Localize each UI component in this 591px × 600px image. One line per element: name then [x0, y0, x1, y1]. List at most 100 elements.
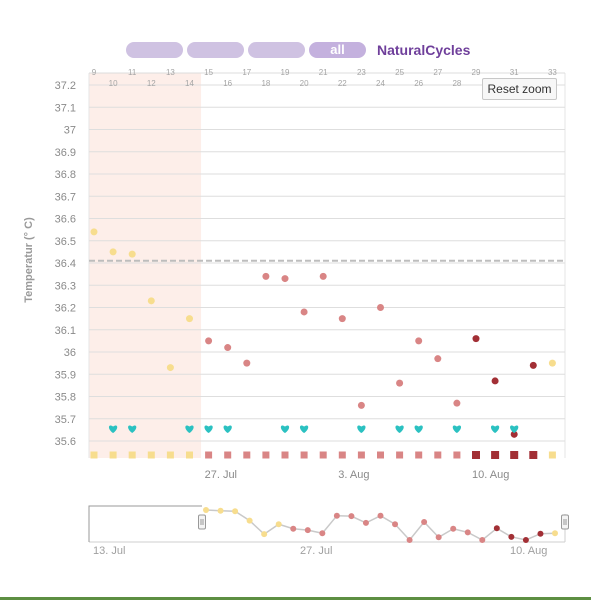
y-tick-label: 36.6 — [55, 214, 76, 226]
navigator-mask-outline — [88, 505, 202, 542]
intercourse-heart-icon — [452, 425, 462, 433]
day-marker — [548, 451, 556, 459]
day-marker — [491, 451, 500, 459]
temperature-point — [319, 272, 327, 280]
day-tick-label: 21 — [319, 68, 328, 77]
navigator-point — [435, 534, 442, 541]
range-button-1[interactable] — [126, 42, 183, 58]
navigator-point — [479, 537, 486, 543]
y-tick-label: 36.1 — [55, 325, 76, 337]
day-marker — [128, 451, 136, 459]
intercourse-heart-icon — [223, 425, 232, 433]
navigator-point — [508, 533, 515, 540]
navigator-point — [275, 521, 282, 528]
day-marker — [90, 451, 98, 459]
day-marker — [415, 451, 423, 459]
intercourse-heart-icon — [510, 425, 519, 433]
day-marker — [434, 451, 442, 459]
x-date-label: 10. Aug — [472, 469, 509, 481]
navigator-point — [203, 507, 209, 513]
day-marker — [109, 451, 117, 459]
day-tick-label: 12 — [147, 79, 156, 88]
intercourse-heart-icon — [299, 425, 309, 433]
day-tick-label: 15 — [204, 68, 213, 77]
day-marker — [262, 451, 270, 459]
y-tick-label: 36.2 — [55, 303, 76, 315]
intercourse-heart-icon — [280, 425, 290, 433]
day-tick-label: 11 — [128, 68, 137, 77]
reset-zoom-button[interactable]: Reset zoom — [482, 78, 557, 100]
day-tick-label: 9 — [92, 68, 97, 77]
navigator-date-label: 13. Jul — [93, 545, 125, 557]
temperature-point — [224, 344, 232, 352]
day-tick-label: 22 — [338, 79, 347, 88]
navigator-point — [319, 530, 326, 537]
y-tick-label: 35.7 — [55, 414, 76, 426]
day-tick-label: 19 — [281, 68, 290, 77]
navigator-point — [290, 525, 297, 532]
brand-logo: NaturalCycles — [377, 42, 471, 58]
temperature-point — [147, 297, 155, 305]
navigator-left-handle[interactable] — [198, 514, 206, 530]
intercourse-heart-icon — [414, 425, 423, 433]
navigator-point — [522, 537, 529, 543]
navigator-point — [493, 525, 500, 532]
temperature-point — [415, 337, 423, 345]
day-tick-label: 18 — [261, 79, 270, 88]
handle-body — [561, 514, 569, 530]
x-date-label: 3. Aug — [338, 469, 369, 481]
fertile-window-shade — [89, 73, 202, 458]
navigator-point — [537, 530, 544, 537]
bottom-border — [0, 597, 591, 600]
navigator-point — [333, 512, 340, 519]
y-tick-label: 36.7 — [55, 191, 76, 203]
day-tick-label: 17 — [242, 68, 251, 77]
day-marker — [319, 451, 327, 459]
range-button-3[interactable] — [248, 42, 305, 58]
intercourse-heart-icon — [357, 425, 366, 433]
day-marker — [357, 451, 365, 459]
navigator-point — [450, 525, 457, 532]
intercourse-heart-icon — [490, 425, 500, 433]
day-tick-label: 16 — [223, 79, 232, 88]
navigator-point — [362, 519, 369, 526]
day-tick-label: 23 — [357, 68, 366, 77]
intercourse-heart-icon — [128, 425, 137, 433]
day-tick-label: 28 — [452, 79, 461, 88]
navigator-point — [232, 508, 239, 515]
y-tick-label: 36.9 — [55, 147, 76, 159]
day-marker — [338, 451, 346, 459]
temperature-point — [396, 379, 404, 387]
range-button-2[interactable] — [187, 42, 244, 58]
navigator-date-label: 10. Aug — [510, 545, 547, 557]
temperature-point — [262, 272, 270, 280]
day-marker — [281, 451, 289, 459]
temperature-point — [548, 359, 556, 367]
navigator-point — [421, 519, 428, 525]
temperature-point — [90, 228, 98, 236]
day-marker — [510, 451, 519, 459]
navigator-point — [552, 530, 558, 537]
intercourse-heart-icon — [185, 425, 194, 433]
temperature-point — [186, 315, 193, 323]
y-tick-label: 35.8 — [55, 392, 76, 404]
navigator-point — [392, 521, 399, 528]
y-tick-label: 36.4 — [55, 258, 76, 270]
temperature-point — [166, 364, 174, 372]
navigator-right-handle[interactable] — [561, 514, 569, 530]
temperature-point — [434, 355, 442, 363]
day-tick-label: 25 — [395, 68, 404, 77]
temperature-point — [300, 308, 308, 316]
range-button-all[interactable]: all — [309, 42, 366, 58]
temperature-point — [491, 377, 499, 385]
day-marker — [377, 451, 384, 459]
day-tick-label: 31 — [510, 68, 519, 77]
day-marker — [205, 451, 213, 459]
temperature-point — [128, 250, 136, 258]
navigator-point — [406, 537, 413, 543]
temperature-point — [377, 304, 384, 311]
y-tick-label: 37 — [64, 125, 76, 137]
day-marker — [243, 451, 251, 459]
